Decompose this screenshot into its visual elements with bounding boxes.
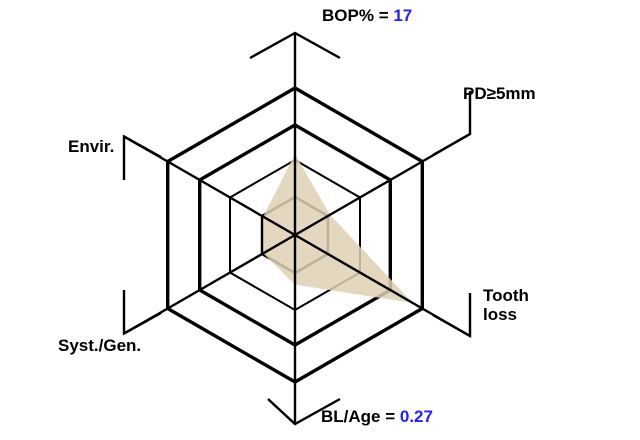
axis-label-syst: Syst./Gen.: [58, 336, 141, 355]
bracket-tip-envir: [122, 134, 162, 180]
axis-label-pd-name: PD≥5mm: [463, 84, 536, 103]
spoke-pd: [294, 160, 423, 237]
data-series-group: [263, 154, 413, 303]
axis-spokes: [167, 88, 423, 382]
axis-bracket-tips: [122, 31, 472, 426]
bracket-tip-tooth: [432, 293, 472, 339]
axis-label-pd: PD≥5mm: [463, 84, 536, 103]
spoke-syst: [167, 233, 296, 310]
axis-value-bop: 17: [393, 6, 413, 25]
bracket-tip-syst: [122, 290, 162, 336]
data-polygon: [263, 154, 413, 303]
spoke-envir: [167, 160, 296, 237]
axis-label-bl-name: BL/Age: [321, 407, 381, 426]
bracket-tip-bop: [249, 31, 341, 60]
axis-label-envir-name: Envir.: [68, 137, 115, 156]
axis-label-tooth-line2: loss: [483, 305, 518, 325]
axis-label-bop-name: BOP%: [322, 6, 374, 25]
spoke-tooth: [294, 233, 423, 310]
axis-label-tooth-line1: Tooth: [483, 286, 529, 305]
axis-label-bl: BL/Age = 0.27: [321, 407, 433, 426]
axis-label-syst-name: Syst./Gen.: [58, 336, 142, 355]
axis-value-bl: 0.27: [399, 407, 433, 426]
bracket-tip-bl: [267, 397, 341, 426]
bracket-tip-pd: [432, 91, 472, 157]
axis-label-tooth: Tooth loss: [483, 286, 529, 324]
axis-label-bl-equals: =: [380, 407, 400, 426]
axis-label-bop: BOP% = 17: [322, 6, 412, 25]
axis-label-bop-equals: =: [373, 6, 394, 25]
axis-label-envir: Envir.: [68, 137, 114, 156]
